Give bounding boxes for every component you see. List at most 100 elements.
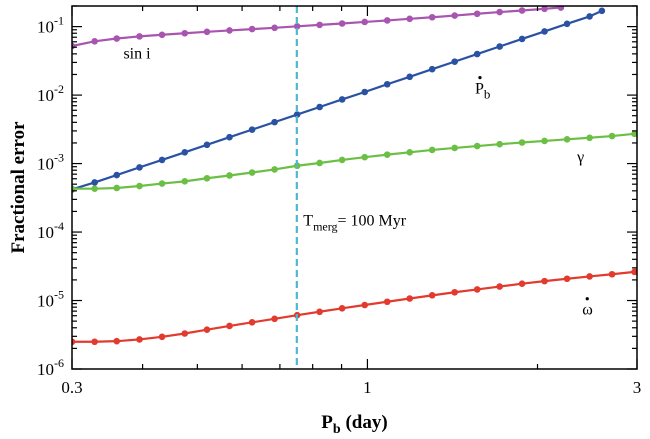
series-label-gamma: γ: [576, 149, 584, 166]
data-point-gamma: [541, 137, 548, 145]
data-point-gamma: [608, 132, 616, 140]
data-point-pbdot: [473, 50, 481, 58]
data-point-pbdot: [226, 133, 233, 141]
data-point-pbdot: [271, 118, 278, 126]
data-point-sini: [557, 6, 565, 11]
data-point-sini: [91, 38, 98, 45]
data-point-omdot: [383, 298, 391, 306]
data-point-sini: [226, 27, 233, 34]
series-pbdot: [72, 7, 606, 193]
data-point-sini: [158, 31, 166, 39]
data-point-omdot: [451, 288, 458, 296]
data-point-sini: [338, 20, 346, 27]
data-point-gamma: [428, 146, 436, 154]
data-point-omdot: [91, 338, 98, 346]
data-point-sini: [361, 18, 369, 26]
data-point-gamma: [361, 153, 369, 161]
series-label-sini: sin i: [123, 46, 151, 63]
series-sini: [72, 6, 565, 50]
data-point-gamma: [473, 142, 481, 150]
data-point-pbdot: [598, 7, 606, 15]
data-point-pbdot: [293, 111, 301, 118]
data-point-pbdot: [158, 156, 166, 164]
data-point-gamma: [316, 159, 323, 167]
data-point-sini: [293, 23, 301, 30]
data-point-omdot: [473, 286, 481, 293]
data-point-sini: [203, 28, 211, 36]
data-point-gamma: [158, 180, 166, 187]
data-point-gamma: [563, 136, 571, 143]
y-tick-label: 10-3: [37, 151, 64, 174]
data-point-pbdot: [563, 20, 571, 28]
data-point-gamma: [496, 140, 503, 148]
data-point-omdot: [586, 273, 593, 280]
data-point-pbdot: [496, 43, 503, 50]
data-point-gamma: [338, 156, 346, 164]
data-point-omdot: [338, 305, 346, 312]
time-derivative-dot: [585, 297, 589, 301]
data-point-sini: [136, 33, 143, 40]
data-point-omdot: [226, 322, 233, 330]
x-axis-title: Pb (day): [321, 412, 387, 437]
data-point-sini: [428, 13, 436, 21]
data-point-sini: [496, 8, 503, 16]
data-point-omdot: [248, 319, 256, 326]
data-point-sini: [181, 29, 189, 37]
data-point-sini: [248, 25, 256, 33]
data-point-gamma: [113, 184, 121, 192]
data-point-omdot: [361, 301, 369, 309]
data-point-pbdot: [338, 96, 346, 103]
data-point-omdot: [541, 277, 548, 285]
series-label-omdot: ω: [582, 302, 593, 319]
series-label-pbdot: Pb: [475, 81, 490, 102]
data-point-pbdot: [383, 80, 391, 88]
data-point-gamma: [203, 174, 211, 182]
data-point-gamma: [631, 130, 637, 138]
data-point-omdot: [72, 338, 76, 346]
x-axis-title-unit: (day): [341, 412, 388, 433]
data-point-pbdot: [361, 88, 369, 96]
data-point-gamma: [383, 151, 391, 158]
data-point-omdot: [608, 270, 616, 278]
data-point-omdot: [158, 333, 166, 341]
x-axis-title-sub: b: [333, 422, 341, 437]
data-point-pbdot: [248, 126, 256, 133]
data-point-sini: [451, 12, 458, 19]
data-point-sini: [541, 6, 548, 13]
data-point-pbdot: [586, 13, 593, 20]
data-point-sini: [316, 21, 323, 29]
data-point-gamma: [181, 178, 189, 185]
data-point-pbdot: [113, 171, 121, 179]
y-tick-label: 10-6: [37, 356, 64, 379]
data-point-pbdot: [316, 103, 323, 111]
y-tick-label: 10-2: [37, 82, 64, 105]
data-point-sini: [473, 10, 481, 18]
data-point-gamma: [271, 166, 278, 173]
data-point-sini: [383, 17, 391, 24]
data-point-omdot: [518, 280, 526, 288]
data-point-gamma: [226, 172, 233, 179]
y-tick-label: 10-4: [37, 219, 64, 242]
data-point-gamma: [91, 185, 98, 192]
data-point-omdot: [406, 295, 414, 302]
data-point-gamma: [406, 149, 414, 156]
data-point-sini: [271, 24, 278, 32]
data-point-pbdot: [136, 164, 143, 171]
vline-label: Tmerg= 100 Myr: [303, 212, 406, 233]
data-point-sini: [518, 7, 526, 14]
series-layer: [72, 6, 637, 346]
data-point-sini: [406, 15, 414, 23]
data-point-pbdot: [203, 141, 211, 149]
data-point-sini: [113, 35, 121, 42]
data-point-omdot: [136, 336, 143, 343]
data-point-pbdot: [428, 65, 436, 73]
x-tick-label: 0.3: [61, 378, 82, 397]
data-point-omdot: [316, 308, 323, 316]
data-point-pbdot: [518, 35, 526, 43]
data-point-pbdot: [541, 28, 548, 35]
data-point-omdot: [496, 283, 503, 290]
series-line-sini: [72, 6, 561, 48]
series-line-omdot: [72, 270, 635, 343]
series-line-gamma: [72, 132, 635, 190]
